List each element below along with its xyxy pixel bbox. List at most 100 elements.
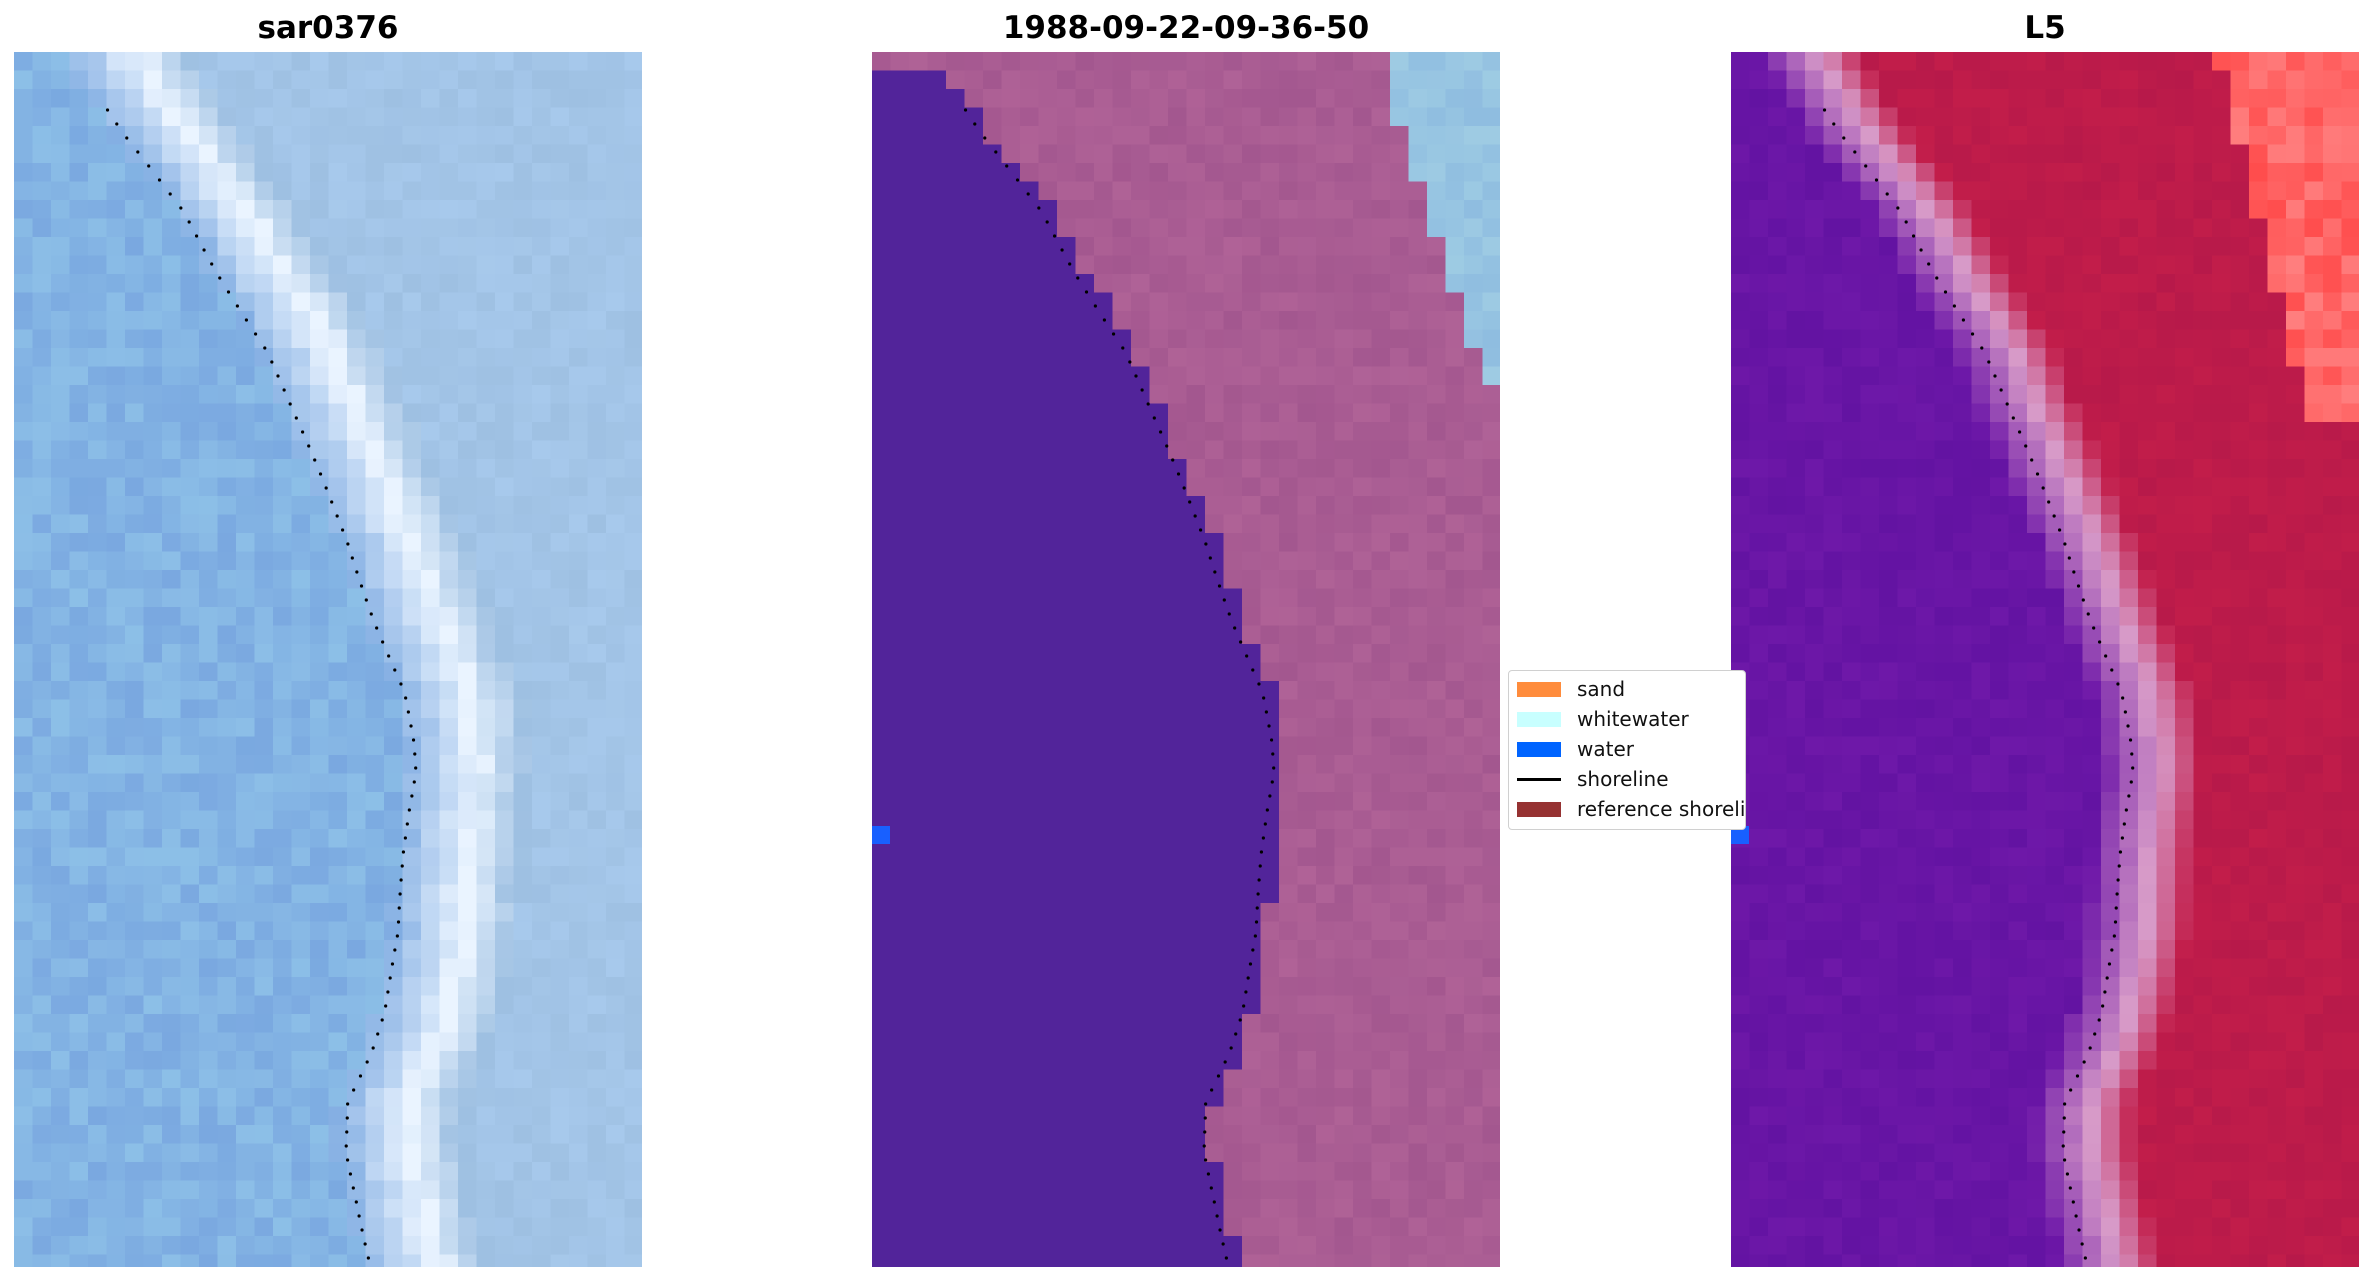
class-pixel (1205, 1014, 1224, 1033)
pixel (199, 625, 218, 645)
index-pixel (1953, 181, 1972, 201)
shoreline-point (1165, 444, 1169, 448)
class-pixel (1020, 1106, 1039, 1126)
class-pixel (1371, 181, 1391, 201)
class-pixel (909, 1032, 928, 1052)
pixel (32, 551, 52, 571)
class-pixel (1205, 940, 1224, 959)
pixel (569, 292, 588, 312)
class-pixel (1316, 200, 1335, 219)
class-pixel (1001, 570, 1021, 589)
class-pixel (1038, 699, 1058, 719)
pixel (347, 89, 366, 108)
class-pixel (1334, 181, 1354, 201)
pixel (217, 1088, 237, 1107)
class-pixel (872, 1254, 891, 1267)
pixel (587, 884, 607, 904)
shoreline-point (1202, 1144, 1206, 1148)
pixel (180, 755, 200, 774)
class-pixel (927, 1199, 947, 1218)
class-pixel (1057, 810, 1076, 830)
pixel (458, 255, 477, 275)
pixel (347, 144, 366, 164)
pixel (587, 533, 607, 552)
index-pixel (2119, 163, 2139, 182)
class-pixel (1334, 736, 1354, 756)
pixel (587, 422, 607, 441)
pixel (217, 1051, 237, 1070)
pixel (606, 847, 625, 867)
class-pixel (1223, 385, 1243, 404)
shoreline-point (1068, 262, 1072, 266)
class-pixel (1353, 514, 1372, 534)
class-pixel (1020, 847, 1039, 867)
pixel (310, 348, 329, 367)
class-pixel (1112, 810, 1132, 830)
index-pixel (1879, 89, 1898, 108)
pixel (106, 440, 126, 460)
class-pixel (1186, 958, 1206, 978)
pixel (587, 1069, 607, 1089)
class-pixel (1038, 773, 1058, 793)
pixel (180, 866, 200, 885)
pixel (32, 755, 52, 774)
pixel (606, 274, 625, 293)
index-pixel (1768, 52, 1787, 71)
pixel (88, 699, 107, 719)
pixel (606, 107, 625, 127)
class-pixel (1390, 718, 1409, 737)
pixel (162, 1217, 181, 1237)
class-pixel (1427, 348, 1446, 367)
class-pixel (1057, 144, 1076, 164)
pixel (587, 52, 607, 71)
pixel (291, 496, 311, 515)
class-pixel (1020, 496, 1039, 515)
pixel (69, 903, 89, 922)
pixel (14, 311, 33, 330)
pixel (254, 1032, 274, 1052)
class-pixel (1260, 792, 1280, 811)
pixel (125, 570, 144, 589)
class-pixel (1168, 1051, 1187, 1070)
class-pixel (1075, 884, 1095, 904)
class-pixel (1316, 1162, 1335, 1181)
pixel (476, 940, 496, 959)
class-pixel (1149, 514, 1169, 534)
pixel (273, 792, 292, 811)
class-pixel (1131, 200, 1150, 219)
pixel (125, 144, 144, 164)
index-pixel (2138, 70, 2157, 90)
class-pixel (1427, 847, 1446, 867)
pixel (550, 403, 570, 423)
pixel (550, 1069, 570, 1089)
class-pixel (1168, 70, 1187, 90)
shoreline-point (1264, 710, 1268, 714)
pixel (384, 1069, 403, 1089)
pixel (310, 237, 329, 256)
pixel (402, 1236, 422, 1255)
class-pixel (1149, 977, 1169, 996)
class-pixel (1223, 181, 1243, 201)
index-pixel (1934, 144, 1954, 164)
pixel (273, 514, 292, 534)
class-pixel (927, 496, 947, 515)
class-pixel (1112, 958, 1132, 978)
class-pixel (1223, 699, 1243, 719)
class-pixel (1260, 89, 1280, 108)
shoreline-point (1210, 1088, 1214, 1092)
pixel (143, 644, 163, 663)
class-pixel (1131, 570, 1150, 589)
class-pixel (1371, 126, 1391, 145)
class-pixel (1408, 995, 1428, 1015)
class-pixel (1316, 366, 1335, 386)
pixel (51, 52, 70, 71)
pixel (143, 1051, 163, 1070)
index-pixel (2064, 70, 2083, 90)
pixel (310, 1236, 329, 1255)
shoreline-point (395, 934, 399, 938)
class-pixel (1001, 847, 1021, 867)
class-pixel (1131, 514, 1150, 534)
class-pixel (1408, 847, 1428, 867)
class-pixel (1112, 255, 1132, 275)
pixel (495, 292, 514, 312)
